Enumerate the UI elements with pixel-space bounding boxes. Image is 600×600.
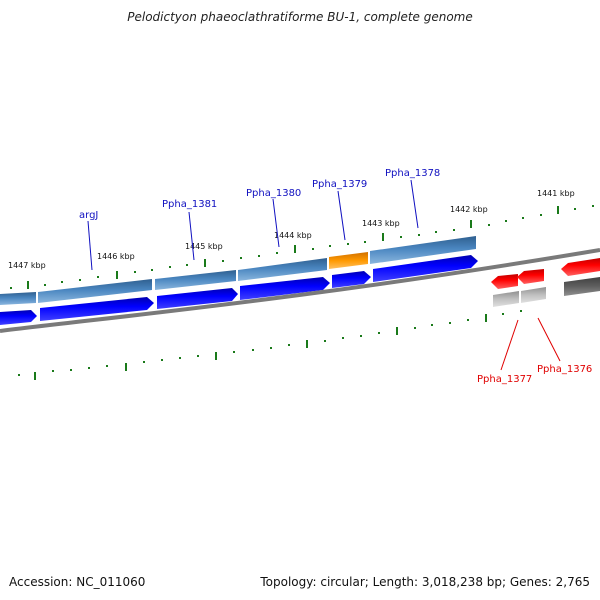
gene-arrow-ppha-1377[interactable] bbox=[491, 274, 518, 289]
gene-arrow-ppha-1380[interactable] bbox=[240, 277, 330, 300]
cds-segment-argj[interactable] bbox=[38, 279, 152, 303]
gene-labels: argJ Ppha_1381 Ppha_1380 Ppha_1379 Ppha_… bbox=[79, 168, 592, 385]
gene-arrow-argj[interactable] bbox=[40, 297, 154, 321]
tick-label: 1445 kbp bbox=[185, 242, 223, 251]
cds-segment-ppha-1377[interactable] bbox=[493, 291, 519, 307]
gene-label-ppha-1381[interactable]: Ppha_1381 bbox=[162, 199, 217, 210]
reverse-gene-track bbox=[491, 258, 600, 289]
gene-arrow[interactable] bbox=[0, 310, 37, 325]
tick-label: 1441 kbp bbox=[537, 189, 575, 198]
gene-label-ppha-1378[interactable]: Ppha_1378 bbox=[385, 168, 440, 179]
tick-label: 1447 kbp bbox=[8, 261, 46, 270]
label-leaders bbox=[87, 179, 561, 371]
cds-band-forward bbox=[0, 236, 476, 305]
gene-arrow[interactable] bbox=[561, 258, 600, 276]
cds-segment-ppha-1381[interactable] bbox=[155, 270, 236, 290]
accession-text: Accession: NC_011060 bbox=[9, 575, 146, 589]
outer-tick-track bbox=[10, 205, 594, 289]
forward-gene-track bbox=[0, 255, 478, 325]
genome-backbone bbox=[0, 248, 600, 333]
gene-label-ppha-1376[interactable]: Ppha_1376 bbox=[537, 364, 592, 375]
tick-labels: 1447 kbp 1446 kbp 1445 kbp 1444 kbp 1443… bbox=[8, 189, 575, 270]
inner-tick-track bbox=[18, 310, 522, 380]
gene-label-ppha-1379[interactable]: Ppha_1379 bbox=[312, 179, 367, 190]
cds-band-reverse bbox=[493, 277, 600, 307]
cds-segment-ppha-1378[interactable] bbox=[370, 236, 476, 264]
map-title: Pelodictyon phaeoclathratiforme BU-1, co… bbox=[127, 10, 473, 24]
tick-label: 1444 kbp bbox=[274, 231, 312, 240]
gene-arrow-ppha-1381[interactable] bbox=[157, 288, 238, 309]
gene-arrow-ppha-1378[interactable] bbox=[373, 255, 478, 282]
tick-label: 1443 kbp bbox=[362, 219, 400, 228]
cds-segment-ppha-1379[interactable] bbox=[329, 252, 368, 269]
tick-label: 1442 kbp bbox=[450, 205, 488, 214]
gene-arrow-ppha-1376[interactable] bbox=[517, 269, 544, 284]
tick-label: 1446 kbp bbox=[97, 252, 135, 261]
cds-segment-ppha-1376[interactable] bbox=[521, 287, 546, 303]
cds-segment-ppha-1380[interactable] bbox=[238, 258, 327, 281]
gene-label-ppha-1380[interactable]: Ppha_1380 bbox=[246, 188, 301, 199]
cds-segment[interactable] bbox=[0, 292, 36, 305]
gene-label-argj[interactable]: argJ bbox=[79, 210, 98, 221]
gene-label-ppha-1377[interactable]: Ppha_1377 bbox=[477, 374, 532, 385]
cds-segment[interactable] bbox=[564, 277, 600, 296]
topology-text: Topology: circular; Length: 3,018,238 bp… bbox=[260, 575, 590, 589]
gene-arrow-ppha-1379[interactable] bbox=[332, 271, 371, 288]
